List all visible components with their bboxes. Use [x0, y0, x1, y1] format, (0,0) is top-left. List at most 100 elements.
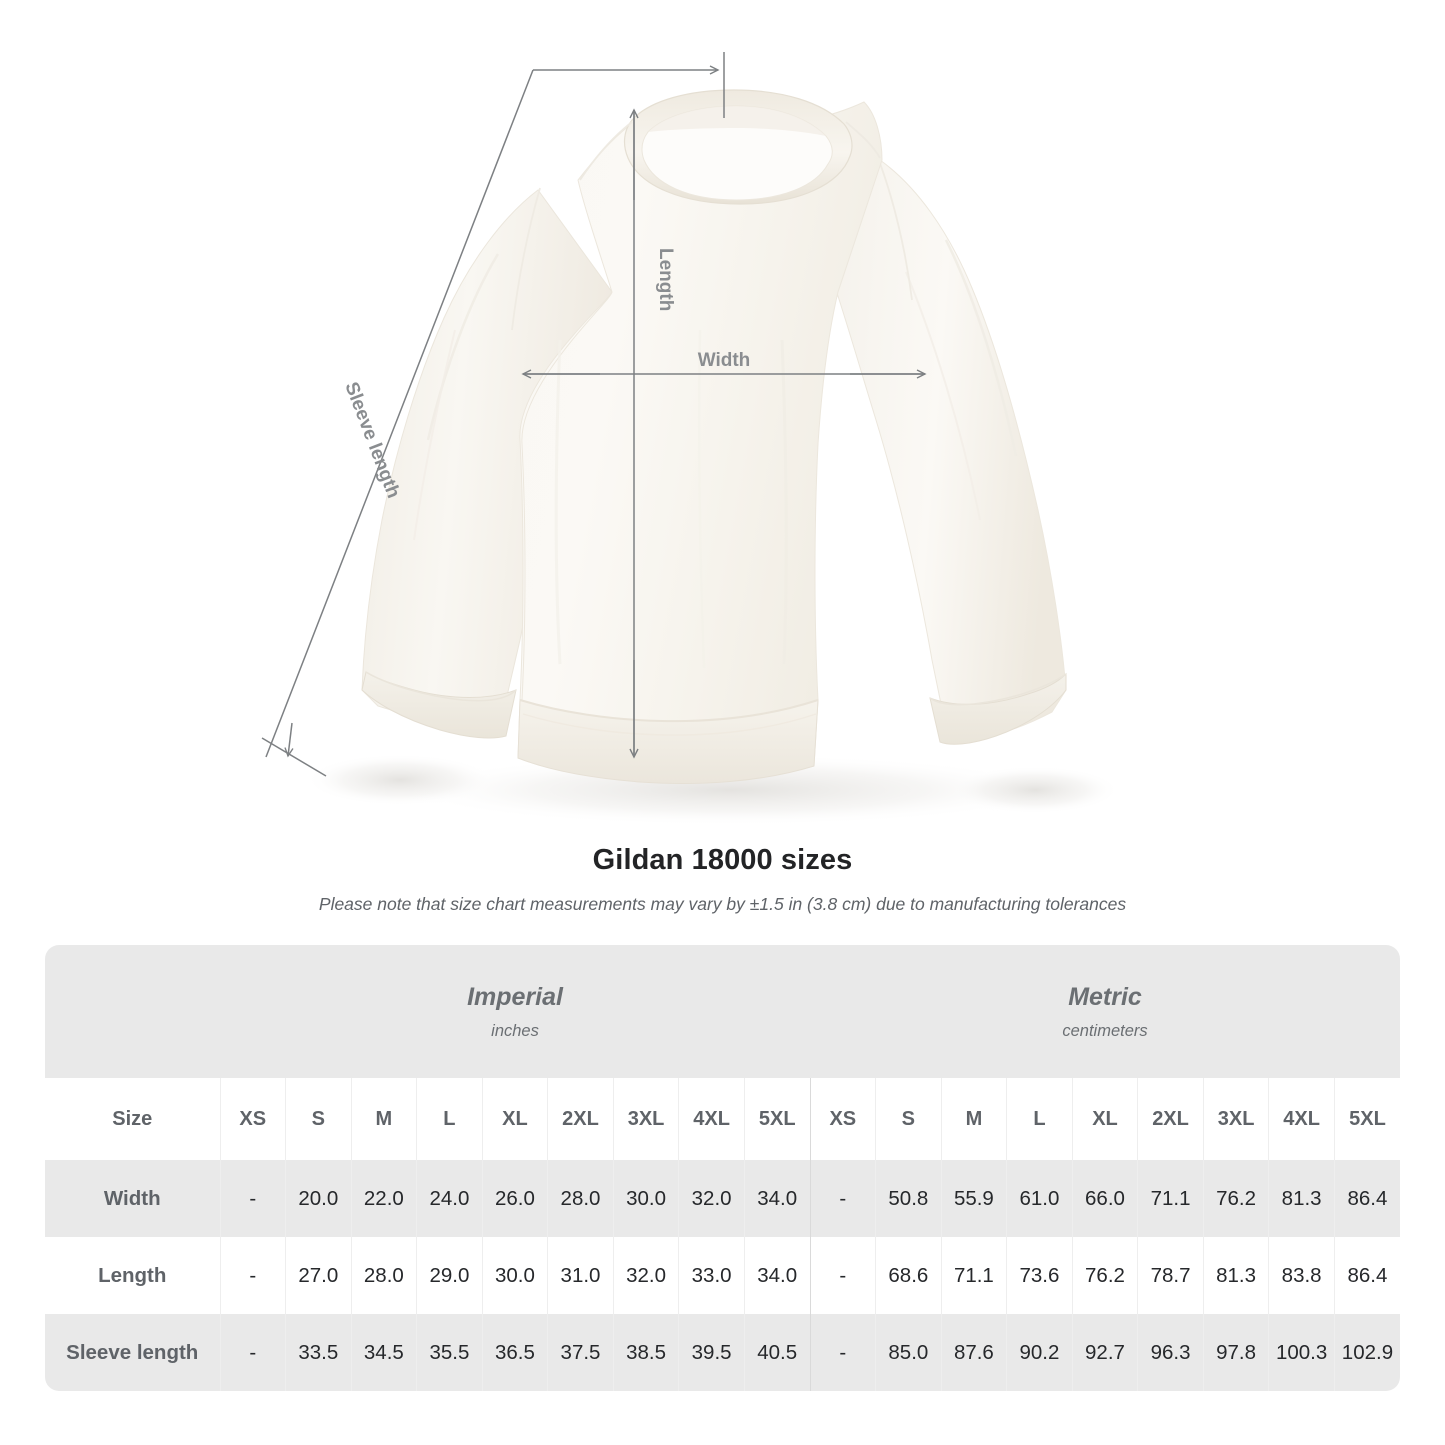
cell-imperial: 34.5: [350, 1314, 417, 1391]
cell-imperial: 32.0: [678, 1160, 745, 1237]
cell-imperial: 24.0: [416, 1160, 483, 1237]
size-header-metric-l: L: [1006, 1078, 1073, 1160]
cell-metric: 87.6: [940, 1314, 1007, 1391]
cell-imperial: 34.0: [743, 1160, 811, 1237]
size-header-metric-5xl: 5XL: [1333, 1078, 1401, 1160]
size-header-metric-s: S: [875, 1078, 942, 1160]
cell-imperial: 26.0: [481, 1160, 548, 1237]
size-header-metric-4xl: 4XL: [1268, 1078, 1335, 1160]
cell-imperial: -: [219, 1160, 286, 1237]
row-label-sleeve-length: Sleeve length: [45, 1314, 220, 1391]
cell-metric: -: [809, 1237, 876, 1314]
cell-metric: 86.4: [1333, 1160, 1401, 1237]
cell-imperial: 29.0: [416, 1237, 483, 1314]
cell-metric: 76.2: [1202, 1160, 1269, 1237]
size-header-metric-2xl: 2XL: [1137, 1078, 1204, 1160]
cell-metric: 85.0: [875, 1314, 942, 1391]
cell-metric: 97.8: [1202, 1314, 1269, 1391]
cell-imperial: 36.5: [481, 1314, 548, 1391]
cell-metric: 96.3: [1137, 1314, 1204, 1391]
size-header-imperial-2xl: 2XL: [547, 1078, 614, 1160]
unit-name: Imperial: [467, 983, 563, 1011]
cell-metric: -: [809, 1160, 876, 1237]
size-header-imperial-s: S: [285, 1078, 352, 1160]
cell-metric: 55.9: [940, 1160, 1007, 1237]
cell-imperial: 31.0: [547, 1237, 614, 1314]
cell-imperial: 20.0: [285, 1160, 352, 1237]
size-header-imperial-xl: XL: [481, 1078, 548, 1160]
row-label-width: Width: [45, 1160, 220, 1237]
cell-imperial: 39.5: [678, 1314, 745, 1391]
size-header-metric-m: M: [940, 1078, 1007, 1160]
size-header-imperial-4xl: 4XL: [678, 1078, 745, 1160]
unit-banner-metric: Metric centimeters: [810, 945, 1401, 1078]
tolerance-note: Please note that size chart measurements…: [318, 894, 1127, 914]
cell-metric: -: [809, 1314, 876, 1391]
garment-diagram: Length Width Sleeve length: [261, 52, 1120, 826]
cell-imperial: 30.0: [481, 1237, 548, 1314]
garment-illustration: Length Width Sleeve length: [261, 52, 1120, 826]
size-header-metric-3xl: 3XL: [1202, 1078, 1269, 1160]
size-header-label: Size: [45, 1078, 220, 1160]
left-sleeve: [361, 187, 613, 739]
cell-metric: 100.3: [1268, 1314, 1335, 1391]
sleeve-length-line: [261, 52, 725, 777]
cell-imperial: 40.5: [743, 1314, 811, 1391]
size-header-metric-xl: XL: [1071, 1078, 1138, 1160]
cell-imperial: 38.5: [612, 1314, 679, 1391]
cell-imperial: 33.5: [285, 1314, 352, 1391]
unit-banner-row: Imperial inches Metric centimeters: [45, 945, 1401, 1078]
size-header-metric-xs: XS: [809, 1078, 876, 1160]
cell-metric: 78.7: [1137, 1237, 1204, 1314]
cell-imperial: -: [219, 1237, 286, 1314]
cell-imperial: -: [219, 1314, 286, 1391]
cell-metric: 86.4: [1333, 1237, 1401, 1314]
length-label: Length: [655, 248, 676, 311]
cell-imperial: 27.0: [285, 1237, 352, 1314]
cell-metric: 73.6: [1006, 1237, 1073, 1314]
page-title: Gildan 18000 sizes: [592, 844, 853, 876]
cell-metric: 83.8: [1268, 1237, 1335, 1314]
cell-imperial: 35.5: [416, 1314, 483, 1391]
table-row: Length -27.0 28.0 29.0 30.0 31.0 32.0 33.0 34.0-…: [45, 1237, 1401, 1314]
cell-metric: 66.0: [1071, 1160, 1138, 1237]
size-header-imperial-3xl: 3XL: [612, 1078, 679, 1160]
cell-imperial: 37.5: [547, 1314, 614, 1391]
size-header-imperial-l: L: [416, 1078, 483, 1160]
size-header-imperial-m: M: [350, 1078, 417, 1160]
cell-imperial: 33.0: [678, 1237, 745, 1314]
cell-metric: 81.3: [1268, 1160, 1335, 1237]
size-header-imperial-xs: XS: [219, 1078, 286, 1160]
cell-metric: 71.1: [1137, 1160, 1204, 1237]
cell-imperial: 34.0: [743, 1237, 811, 1314]
size-header-row: Size XS S M L XL 2XL 3XL 4XL 5XL XS S M L XL 2XL 3XL 4XL 5…: [45, 1078, 1401, 1160]
cell-imperial: 30.0: [612, 1160, 679, 1237]
cell-metric: 102.9: [1333, 1314, 1401, 1391]
cell-metric: 76.2: [1071, 1237, 1138, 1314]
measurement-lines: [261, 52, 927, 777]
table-row: Sleeve length -33.5 34.5 35.5 36.5 37.5 38.5 39…: [45, 1314, 1401, 1391]
size-chart-table-wrap: Imperial inches Metric centimeters Size XS S M L…: [45, 945, 1401, 1391]
cell-metric: 71.1: [940, 1237, 1007, 1314]
right-sleeve: [835, 157, 1067, 745]
cell-imperial: 22.0: [350, 1160, 417, 1237]
size-chart-table: Imperial inches Metric centimeters Size XS S M L…: [45, 945, 1401, 1391]
size-header-imperial-5xl: 5XL: [743, 1078, 811, 1160]
cell-imperial: 28.0: [350, 1237, 417, 1314]
unit-banner-spacer: [45, 945, 220, 1078]
cell-metric: 68.6: [875, 1237, 942, 1314]
cell-metric: 90.2: [1006, 1314, 1073, 1391]
unit-banner-imperial: Imperial inches: [220, 945, 811, 1078]
cell-metric: 61.0: [1006, 1160, 1073, 1237]
cell-metric: 92.7: [1071, 1314, 1138, 1391]
title-block: Gildan 18000 sizes Please note that size…: [0, 843, 1445, 915]
unit-subtitle: centimeters: [1062, 1022, 1148, 1040]
row-label-length: Length: [45, 1237, 220, 1314]
cell-imperial: 32.0: [612, 1237, 679, 1314]
sweatshirt-body: [517, 89, 883, 784]
unit-name: Metric: [1068, 983, 1142, 1011]
cell-imperial: 28.0: [547, 1160, 614, 1237]
cell-metric: 50.8: [875, 1160, 942, 1237]
unit-subtitle: inches: [491, 1022, 539, 1040]
width-label: Width: [698, 350, 751, 371]
